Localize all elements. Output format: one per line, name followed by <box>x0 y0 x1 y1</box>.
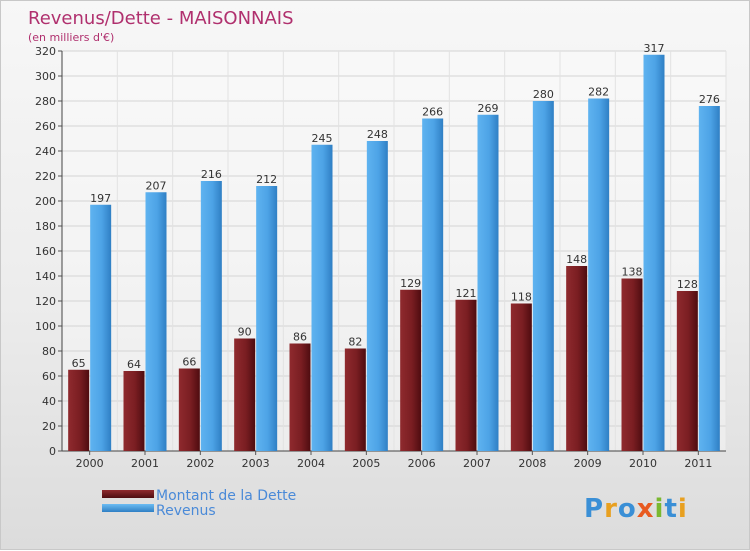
x-tick-label: 2010 <box>629 457 657 470</box>
bar-dette <box>676 291 698 451</box>
x-tick-label: 2011 <box>684 457 712 470</box>
data-label-revenus: 216 <box>201 168 222 181</box>
x-tick-label: 2005 <box>352 457 380 470</box>
bar-revenus <box>477 114 499 451</box>
bar-dette <box>289 343 311 451</box>
data-label-revenus: 280 <box>533 88 554 101</box>
bar-revenus <box>366 141 388 451</box>
bar-revenus <box>311 144 333 451</box>
x-tick-label: 2008 <box>518 457 546 470</box>
y-tick-label: 40 <box>42 395 56 408</box>
x-tick-label: 2007 <box>463 457 491 470</box>
legend-label-dette: Montant de la Dette <box>156 488 296 504</box>
data-label-dette: 121 <box>456 287 477 300</box>
data-label-dette: 118 <box>511 291 532 304</box>
x-tick-label: 2002 <box>186 457 214 470</box>
axes: 0 20 40 60 80 100 120 140 160 180 200 220 240 260 280 3… <box>35 45 726 470</box>
bar-revenus <box>532 101 554 451</box>
data-labels: 65 197 64 207 66 216 90 212 86 245 82 248 129 266 121 2… <box>72 42 720 371</box>
y-tick-label: 100 <box>35 320 56 333</box>
x-tick-label: 2009 <box>574 457 602 470</box>
bar-dette <box>123 371 145 451</box>
data-label-revenus: 248 <box>367 128 388 141</box>
data-label-dette: 86 <box>293 331 307 344</box>
bar-dette <box>234 338 256 451</box>
bar-dette <box>510 303 532 451</box>
y-tick-label: 260 <box>35 120 56 133</box>
y-tick-label: 280 <box>35 95 56 108</box>
data-label-dette: 148 <box>566 253 587 266</box>
y-tick-label: 0 <box>49 445 56 458</box>
bar-dette <box>68 369 90 451</box>
y-tick-label: 220 <box>35 170 56 183</box>
proxiti-logo-text: Proxiti <box>584 494 688 524</box>
data-label-revenus: 269 <box>478 102 499 115</box>
legend-swatch-dette <box>102 490 154 498</box>
bar-revenus <box>588 98 610 451</box>
data-label-revenus: 197 <box>90 192 111 205</box>
data-label-revenus: 276 <box>699 93 720 106</box>
bars <box>68 54 720 451</box>
y-tick-label: 320 <box>35 45 56 58</box>
bar-dette <box>344 348 366 451</box>
data-label-revenus: 207 <box>146 179 167 192</box>
bar-revenus <box>422 118 444 451</box>
data-label-revenus: 317 <box>644 42 665 55</box>
bar-revenus <box>643 54 665 451</box>
x-tick-label: 2006 <box>408 457 436 470</box>
y-tick-label: 60 <box>42 370 56 383</box>
data-label-revenus: 245 <box>312 132 333 145</box>
data-label-dette: 82 <box>348 336 362 349</box>
x-tick-label: 2000 <box>76 457 104 470</box>
y-tick-label: 120 <box>35 295 56 308</box>
data-label-dette: 129 <box>400 277 421 290</box>
proxiti-logo: Proxiti <box>584 494 688 524</box>
bar-revenus <box>256 186 278 451</box>
data-label-dette: 90 <box>238 326 252 339</box>
y-tick-label: 180 <box>35 220 56 233</box>
y-tick-label: 160 <box>35 245 56 258</box>
bar-revenus <box>200 181 222 451</box>
legend-swatch-revenus <box>102 504 154 512</box>
y-tick-label: 140 <box>35 270 56 283</box>
data-label-dette: 65 <box>72 357 86 370</box>
y-tick-label: 240 <box>35 145 56 158</box>
data-label-revenus: 212 <box>256 173 277 186</box>
y-tick-label: 300 <box>35 70 56 83</box>
bar-dette <box>178 368 200 451</box>
chart-subtitle: (en milliers d'€) <box>28 31 114 44</box>
y-tick-label: 80 <box>42 345 56 358</box>
bar-dette <box>621 278 643 451</box>
y-tick-label: 200 <box>35 195 56 208</box>
bar-revenus <box>90 204 112 451</box>
legend-label-revenus: Revenus <box>156 503 216 519</box>
legend: Montant de la Dette Revenus <box>102 488 296 519</box>
bar-revenus <box>145 192 167 451</box>
x-tick-label: 2001 <box>131 457 159 470</box>
data-label-dette: 128 <box>677 278 698 291</box>
bar-revenus <box>698 106 720 451</box>
data-label-revenus: 282 <box>588 86 609 99</box>
data-label-dette: 138 <box>622 266 643 279</box>
data-label-dette: 66 <box>182 356 196 369</box>
data-label-revenus: 266 <box>422 106 443 119</box>
x-tick-label: 2004 <box>297 457 325 470</box>
bar-dette <box>455 299 477 451</box>
bar-dette <box>400 289 422 451</box>
grid <box>61 50 727 452</box>
bar-dette <box>566 266 588 451</box>
chart-title: Revenus/Dette - MAISONNAIS <box>28 8 294 29</box>
y-tick-label: 20 <box>42 420 56 433</box>
data-label-dette: 64 <box>127 358 141 371</box>
x-tick-label: 2003 <box>242 457 270 470</box>
